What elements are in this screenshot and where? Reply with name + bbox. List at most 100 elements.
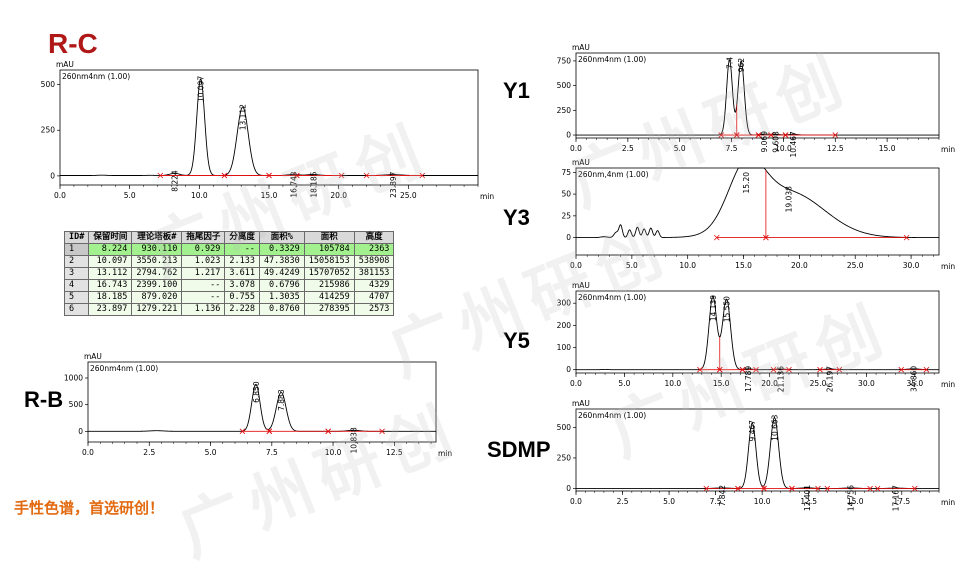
x-tick-label: 35.0 <box>906 379 923 388</box>
peak-retention-label: 7.883 <box>277 389 286 411</box>
integration-marker <box>379 428 385 435</box>
table-cell: 1 <box>63 243 90 256</box>
chromatogram-title: 260nm4nm (1.00) <box>578 55 646 64</box>
y-tick-label: 200 <box>557 321 572 330</box>
plot-frame <box>575 290 940 374</box>
x-tick-label: 10.0 <box>679 261 696 270</box>
x-tick-label: 10.0 <box>664 379 681 388</box>
x-tick-label: 15.0 <box>879 144 896 153</box>
chromatogram-title: 260nm4nm (1.00) <box>62 72 130 81</box>
sdmp-chromatogram: mAU 260nm4nm (1.00) min 0 250 500 0.0 2.5 5.0 7.5… <box>557 399 955 511</box>
x-tick-label: 20.0 <box>791 261 808 270</box>
rc-sample-title: R-C <box>48 28 98 59</box>
y-tick-label: 0 <box>566 233 571 242</box>
table-cell: 879.020 <box>131 291 183 304</box>
integration-marker <box>239 428 246 435</box>
x-tick-label: 15.0 <box>261 191 278 200</box>
y-tick-label: 0 <box>566 484 571 493</box>
table-cell: 215986 <box>303 279 355 292</box>
peak-retention-label: 10.097 <box>197 76 206 102</box>
peak-retention-label: 14.756 <box>847 485 856 511</box>
integration-marker <box>266 172 272 179</box>
y-axis-unit: mAU <box>56 60 74 69</box>
x-axis-unit: min <box>941 380 955 389</box>
table-header-cell: ID# <box>63 231 90 244</box>
table-cell: 0.3329 <box>258 243 305 256</box>
y-axis-unit: mAU <box>84 352 102 361</box>
peak-retention-label: 19.038 <box>785 186 794 212</box>
table-cell: 4 <box>63 279 90 292</box>
integration-marker <box>836 366 843 373</box>
integration-marker <box>923 366 930 373</box>
table-cell: 18.185 <box>88 291 133 304</box>
x-tick-label: 2.5 <box>143 448 155 457</box>
integration-marker <box>867 485 873 492</box>
chromatogram-trace <box>576 167 939 239</box>
peak-retention-label: 10.467 <box>789 131 798 157</box>
y-tick-label: 500 <box>41 80 56 89</box>
integration-marker <box>718 132 724 138</box>
integration-marker <box>770 366 777 373</box>
x-tick-label: 25.0 <box>847 261 864 270</box>
x-tick-label: 17.5 <box>893 497 910 506</box>
peak-retention-label: 9.069 <box>760 131 769 153</box>
table-cell: 2 <box>63 255 90 268</box>
integration-marker <box>325 428 331 435</box>
chromatogram-trace <box>576 295 939 371</box>
plot-frame <box>87 361 437 443</box>
x-tick-label: 0.0 <box>570 261 582 270</box>
peak-retention-label: 13.112 <box>239 104 248 130</box>
table-header-cell: 面积% <box>258 231 305 244</box>
table-cell: 13.112 <box>88 267 133 280</box>
y-tick-label: 500 <box>69 400 84 409</box>
table-row[interactable]: 1 8.224 930.110 0.929 -- 0.3329 105784 2363 <box>63 243 395 256</box>
x-tick-label: 0.0 <box>570 379 582 388</box>
x-tick-label: 30.0 <box>858 379 875 388</box>
table-row[interactable]: 6 23.897 1279.221 1.136 2.228 0.8760 278395 257… <box>63 303 395 316</box>
table-cell: 3.078 <box>224 279 260 292</box>
y-tick-label: 500 <box>557 81 572 90</box>
x-tick-label: 2.5 <box>617 497 629 506</box>
table-cell: 0.929 <box>181 243 226 256</box>
plot-frame <box>575 52 940 139</box>
x-tick-label: 5.0 <box>663 497 675 506</box>
peak-retention-label: 15.20 <box>742 172 751 194</box>
table-header-cell: 高度 <box>353 231 395 244</box>
peak-retention-label: 9.608 <box>771 131 780 153</box>
table-cell: 1.136 <box>181 303 226 316</box>
table-cell: 3 <box>63 267 90 280</box>
table-header-cell: 面积 <box>303 231 355 244</box>
table-cell: 1.3035 <box>258 291 305 304</box>
peak-retention-label: 10.838 <box>350 427 359 453</box>
table-cell: 49.4249 <box>258 267 305 280</box>
x-tick-label: 25.0 <box>400 191 417 200</box>
x-tick-label: 15.0 <box>847 497 864 506</box>
table-cell: 15707052 <box>303 267 355 280</box>
integration-marker <box>733 132 740 138</box>
table-cell: 930.110 <box>131 243 183 256</box>
table-cell: 3.611 <box>224 267 260 280</box>
y-tick-label: 250 <box>557 106 572 115</box>
integration-marker <box>703 485 710 492</box>
table-cell: 538908 <box>353 255 395 268</box>
peak-retention-label: 12.401 <box>803 485 812 511</box>
peak-retention-label: 23.897 <box>389 171 398 197</box>
x-tick-label: 10.0 <box>754 497 771 506</box>
table-row[interactable]: 5 18.185 879.020 -- 0.755 1.3035 414259 4707 <box>63 291 395 304</box>
x-tick-label: 7.5 <box>266 448 278 457</box>
table-row[interactable]: 2 10.097 3550.213 1.023 2.133 47.3830 15058153… <box>63 255 395 268</box>
rb-chromatogram: mAU 260nm4nm (1.00) min 0 500 1000 0.0 2.5 5.0 7.… <box>64 352 452 458</box>
x-axis-unit: min <box>438 449 452 458</box>
table-cell: 381153 <box>353 267 395 280</box>
integration-marker <box>716 366 723 373</box>
table-row[interactable]: 4 16.743 2399.100 -- 3.078 0.6796 215986 4329 <box>63 279 395 292</box>
y5-sample-label: Y5 <box>503 328 530 353</box>
y-axis-unit: mAU <box>572 281 590 290</box>
table-cell: 2399.100 <box>131 279 183 292</box>
peak-retention-label: 26.197 <box>826 366 835 392</box>
rc-chromatogram: mAU 260nm4nm (1.00) min 0 250 500 0.0 5.0 10.0 15… <box>41 60 495 201</box>
table-row[interactable]: 3 13.112 2794.762 1.217 3.611 49.4249 15707052… <box>63 267 395 280</box>
integration-marker <box>294 172 300 179</box>
x-axis-unit: min <box>480 192 494 201</box>
y-axis-unit: mAU <box>572 399 590 408</box>
